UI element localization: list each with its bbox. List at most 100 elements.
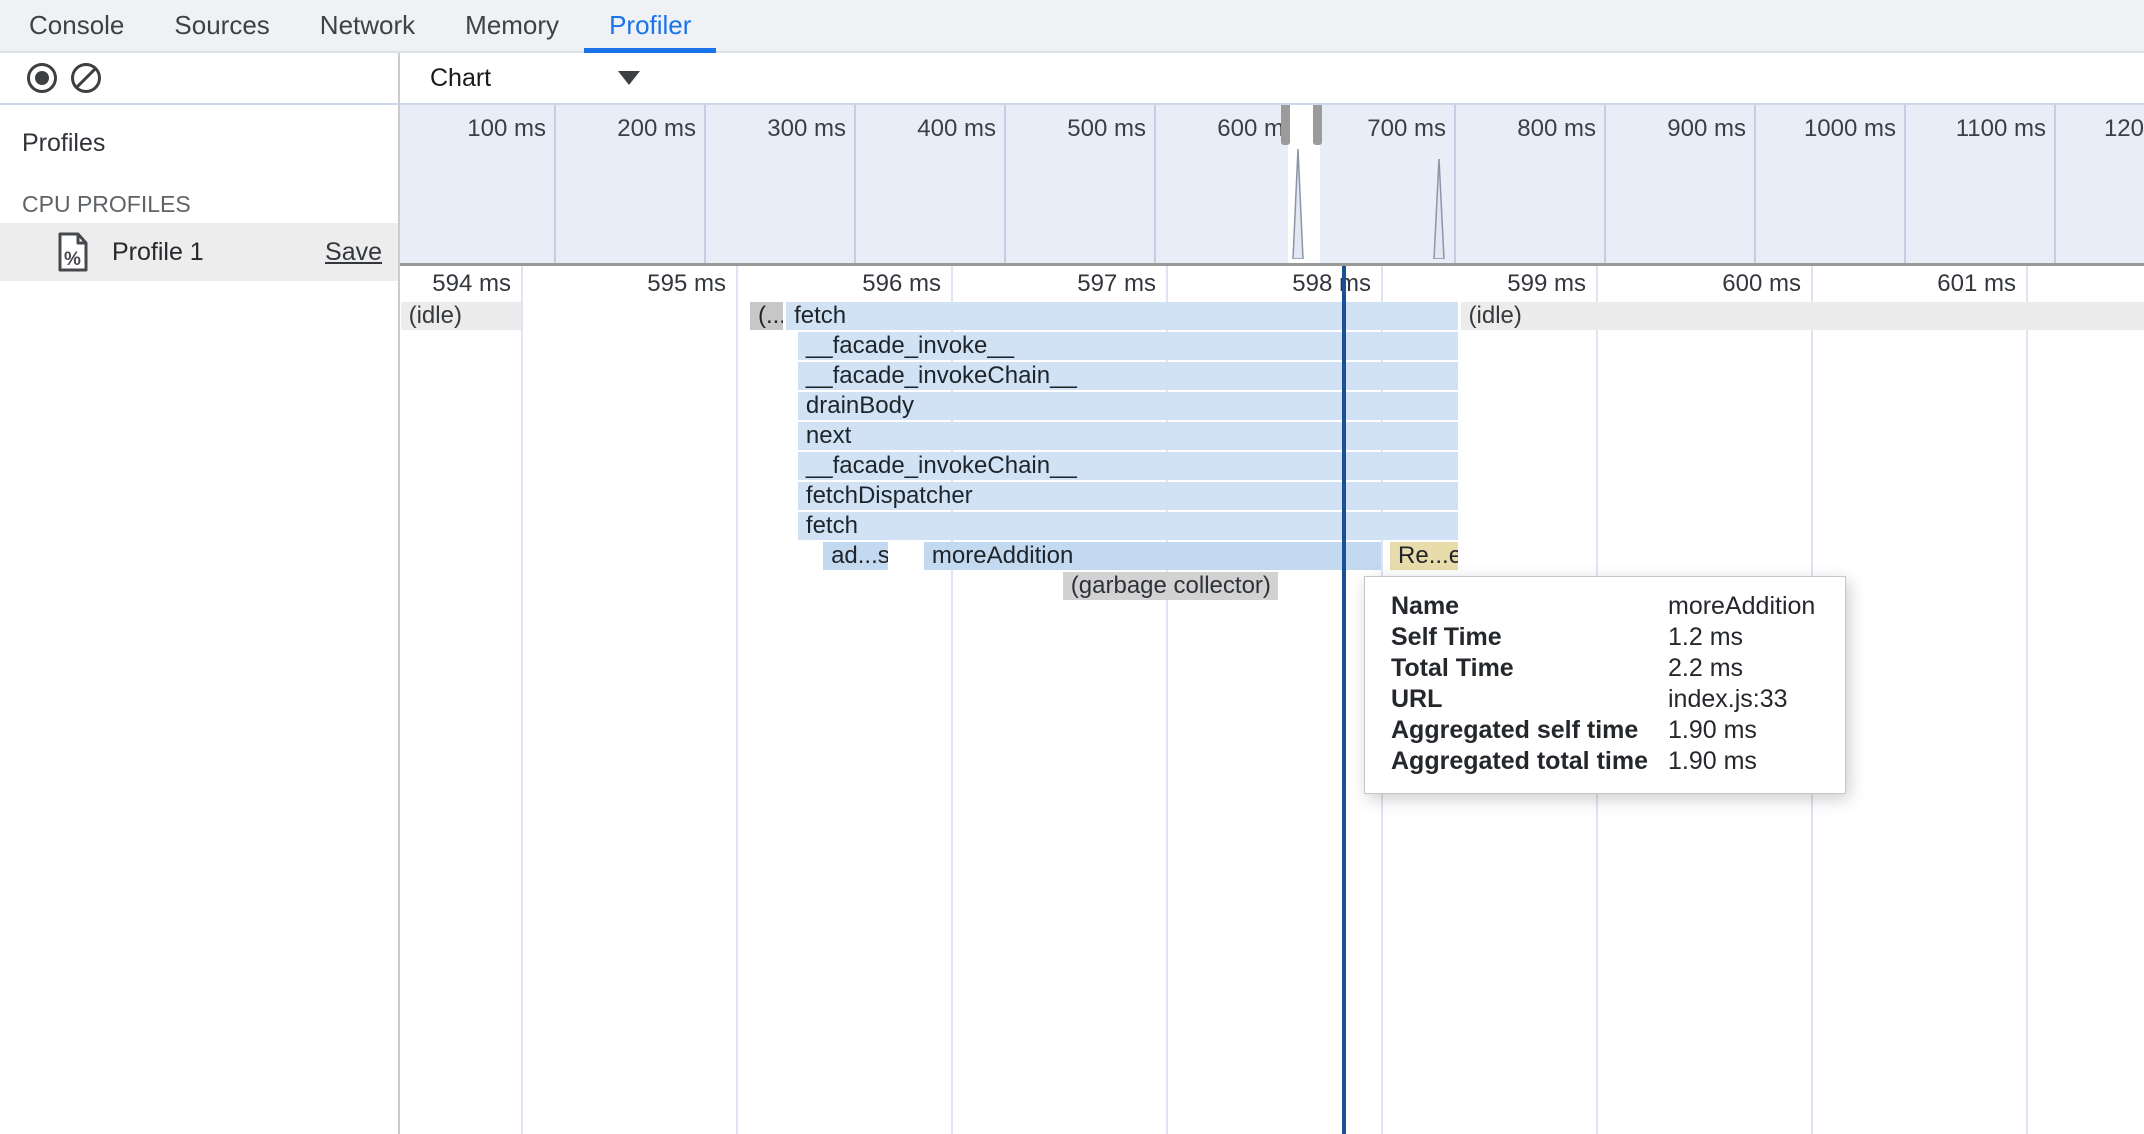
tooltip-row: Total Time 2.2 ms	[1391, 653, 1845, 684]
overview-tick-label: 1100 ms	[1955, 115, 2046, 142]
clear-button[interactable]	[70, 62, 102, 94]
tooltip-value: index.js:33	[1668, 685, 1788, 713]
frame-bar-fetch[interactable]: fetch	[786, 302, 1459, 330]
tab-console[interactable]: Console	[29, 10, 125, 40]
profile-document-icon: %	[58, 232, 88, 272]
flame-tick-label: 598 ms	[1292, 270, 1371, 297]
flame-tick-label: 599 ms	[1507, 270, 1586, 297]
devtools-tabbar: Console Sources Network Memory Profiler	[0, 0, 2144, 53]
overview-tick-label: 700 ms	[1367, 115, 1446, 142]
frame-tooltip: Name moreAddition Self Time 1.2 ms Total Tim…	[1364, 576, 1846, 794]
overview-tick-label: 100 ms	[467, 115, 546, 142]
selection-handle-right[interactable]	[1313, 105, 1322, 145]
profiler-toolbar	[0, 53, 398, 105]
cpu-activity-spike	[1291, 148, 1305, 263]
tab-sources[interactable]: Sources	[174, 10, 270, 40]
profile-list-item[interactable]: % Profile 1 Save	[0, 223, 398, 281]
tab-network[interactable]: Network	[319, 10, 416, 40]
overview-gridline-100	[554, 105, 556, 263]
profile-name: Profile 1	[112, 237, 204, 266]
frame-bar--garbage-collector-[interactable]: (garbage collector)	[1062, 572, 1278, 600]
selection-handle-left[interactable]	[1281, 105, 1290, 145]
flame-tick-label: 600 ms	[1722, 270, 1801, 297]
flame-tick-label: 595 ms	[647, 270, 726, 297]
playhead-line[interactable]	[1342, 266, 1347, 1134]
frame-bar-drainbody[interactable]: drainBody	[797, 392, 1459, 420]
overview-gridline-900	[1754, 105, 1756, 263]
flame-tick-label: 596 ms	[862, 270, 941, 297]
profiles-sidebar: Profiles CPU PROFILES % Profile 1 Save	[0, 105, 398, 1134]
overview-tick-label: 300 ms	[767, 115, 846, 142]
flame-gridline-596	[951, 266, 953, 1134]
overview-gridline-700	[1454, 105, 1456, 263]
frame-bar-moreaddition[interactable]: moreAddition	[923, 542, 1381, 570]
flame-gridline-594	[521, 266, 523, 1134]
frame-bar-next[interactable]: next	[797, 422, 1459, 450]
record-icon	[27, 63, 57, 93]
tab-profiler[interactable]: Profiler	[584, 0, 717, 53]
overview-gridline-1100	[2054, 105, 2056, 263]
overview-gridline-800	[1604, 105, 1606, 263]
overview-tick-label: 900 ms	[1667, 115, 1746, 142]
tooltip-row: URL index.js:33	[1391, 684, 1845, 715]
overview-gridline-400	[1004, 105, 1006, 263]
view-mode-value: Chart	[430, 63, 492, 92]
overview-tick-label: 500 ms	[1067, 115, 1146, 142]
tooltip-label: Self Time	[1391, 623, 1502, 651]
frame-bar--idle-[interactable]: (idle)	[1460, 302, 2144, 330]
flame-chart[interactable]: 594 ms 595 ms 596 ms 597 ms 598 ms 599 ms 600 …	[400, 266, 2144, 1134]
profiles-title: Profiles	[22, 129, 106, 157]
tooltip-label: Aggregated total time	[1391, 747, 1648, 775]
overview-tick-label: 200 ms	[617, 115, 696, 142]
cpu-profiles-section-label: CPU PROFILES	[22, 191, 191, 217]
overview-tick-label: 600 ms	[1217, 115, 1296, 142]
frame-bar-fetch[interactable]: fetch	[797, 512, 1459, 540]
chart-toolbar: Chart	[400, 53, 2144, 105]
tooltip-value: 1.90 ms	[1668, 716, 1757, 744]
frame-bar--idle-[interactable]: (idle)	[400, 302, 521, 330]
tooltip-row: Self Time 1.2 ms	[1391, 622, 1845, 653]
timeline-overview[interactable]: 100 ms 200 ms 300 ms 400 ms 500 ms 600 ms 700 …	[400, 105, 2144, 266]
flame-tick-label: 601 ms	[1937, 270, 2016, 297]
frame-bar--facade-invokechain-[interactable]: __facade_invokeChain__	[797, 362, 1459, 390]
frame-bar-fetchdispatcher[interactable]: fetchDispatcher	[797, 482, 1459, 510]
overview-gridline-500	[1154, 105, 1156, 263]
tooltip-label: URL	[1391, 685, 1443, 713]
tab-memory[interactable]: Memory	[465, 10, 560, 40]
overview-tick-label: 1000 ms	[1803, 115, 1896, 142]
frame-bar--facade-invokechain-[interactable]: __facade_invokeChain__	[797, 452, 1459, 480]
tooltip-value: moreAddition	[1668, 592, 1816, 620]
overview-gridline-200	[704, 105, 706, 263]
overview-tick-label: 400 ms	[917, 115, 996, 142]
overview-gridline-1000	[1904, 105, 1906, 263]
view-mode-select[interactable]: Chart	[430, 64, 640, 93]
overview-tick-label: 1200 ms	[2103, 115, 2144, 142]
tooltip-value: 2.2 ms	[1668, 654, 1744, 682]
record-button[interactable]	[26, 62, 58, 94]
tooltip-label: Aggregated self time	[1391, 716, 1639, 744]
flame-tick-label: 594 ms	[432, 270, 511, 297]
cpu-activity-spike	[1432, 158, 1446, 263]
tooltip-row: Aggregated total time 1.90 ms	[1391, 746, 1845, 777]
frame-bar-ad-s[interactable]: ad...s	[823, 542, 888, 570]
tooltip-value: 1.90 ms	[1668, 747, 1757, 775]
flame-gridline-601	[2026, 266, 2028, 1134]
tooltip-value: 1.2 ms	[1668, 623, 1744, 651]
overview-gridline-300	[854, 105, 856, 263]
svg-text:%: %	[64, 249, 81, 270]
chevron-down-icon	[618, 71, 640, 85]
tooltip-label: Name	[1391, 592, 1460, 620]
profile-save-link[interactable]: Save	[325, 237, 382, 266]
frame-bar-re-e[interactable]: Re...e	[1390, 542, 1459, 570]
tooltip-label: Total Time	[1391, 654, 1514, 682]
frame-bar--[interactable]: (...	[749, 302, 784, 330]
flame-gridline-597	[1166, 266, 1168, 1134]
overview-tick-label: 800 ms	[1517, 115, 1596, 142]
tooltip-row: Aggregated self time 1.90 ms	[1391, 715, 1845, 746]
tooltip-row: Name moreAddition	[1391, 591, 1845, 622]
panel-divider[interactable]	[398, 53, 400, 1134]
flame-gridline-595	[736, 266, 738, 1134]
frame-bar--facade-invoke-[interactable]: __facade_invoke__	[797, 332, 1459, 360]
flame-tick-label: 597 ms	[1077, 270, 1156, 297]
